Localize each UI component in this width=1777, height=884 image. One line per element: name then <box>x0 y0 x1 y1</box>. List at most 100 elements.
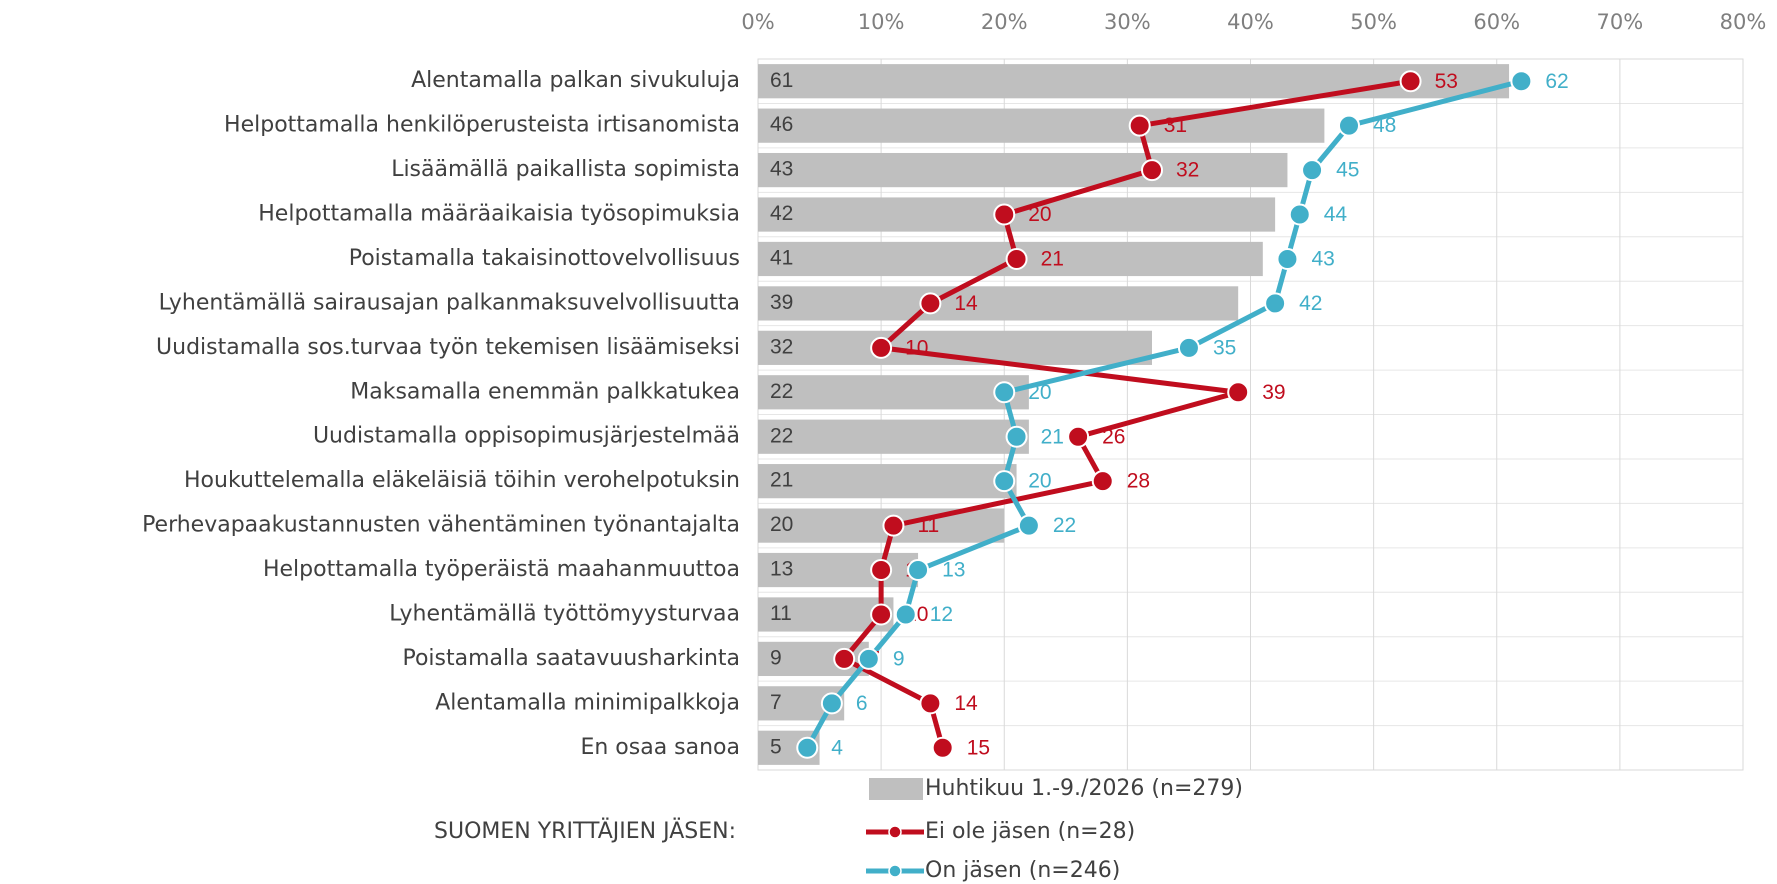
legend-swatch <box>888 864 902 878</box>
marker <box>993 470 1016 493</box>
marker <box>1067 425 1090 448</box>
marker <box>870 336 893 359</box>
bar <box>758 64 1510 99</box>
line <box>841 78 1411 749</box>
marker <box>857 647 880 670</box>
marker <box>1005 425 1028 448</box>
marker <box>1141 159 1163 182</box>
x-tick-label: 50% <box>1350 10 1397 34</box>
line-value-label: 15 <box>967 736 990 759</box>
line-value-label: 20 <box>1028 470 1051 493</box>
category-label: Lyhentämällä työttömyysturvaa <box>389 601 740 626</box>
marker <box>919 692 942 715</box>
category-label: Uudistamalla oppisopimusjärjestelmää <box>313 424 740 449</box>
line <box>805 78 1522 749</box>
line-value-label: 44 <box>1324 203 1348 226</box>
bar-value-label: 61 <box>770 69 793 92</box>
category-label: Alentamalla minimipalkkoja <box>435 690 740 715</box>
marker <box>993 203 1016 226</box>
line-value-label: 12 <box>930 603 953 626</box>
bar <box>758 508 1005 543</box>
marker <box>1399 70 1422 93</box>
bar-value-label: 22 <box>770 380 793 403</box>
line-value-label: 11 <box>917 514 939 537</box>
x-tick-label: 40% <box>1227 10 1274 34</box>
legend-label: Ei ole jäsen (n=28) <box>925 819 1135 844</box>
line-value-label: 13 <box>942 559 965 582</box>
bar-value-label: 5 <box>770 735 782 758</box>
marker <box>1017 514 1040 537</box>
bar <box>758 419 1029 454</box>
category-label: Poistamalla saatavuusharkinta <box>402 646 740 671</box>
line-value-label: 26 <box>1102 425 1125 448</box>
marker <box>1091 470 1114 493</box>
category-label: En osaa sanoa <box>580 735 740 760</box>
category-label: Helpottamalla työperäistä maahanmuuttoa <box>263 557 740 582</box>
x-tick-label: 70% <box>1597 10 1644 34</box>
line-value-label: 20 <box>1028 381 1051 404</box>
line-value-label: 28 <box>1127 470 1150 493</box>
bar-value-label: 39 <box>770 291 793 314</box>
marker <box>907 559 930 582</box>
line-value-label: 32 <box>1176 159 1199 182</box>
category-label: Uudistamalla sos.turvaa työn tekemisen l… <box>156 335 740 360</box>
bar-value-label: 11 <box>770 602 792 625</box>
bar-value-label: 46 <box>770 113 793 136</box>
line-value-label: 31 <box>1164 114 1187 137</box>
line-value-label: 14 <box>954 292 978 315</box>
line-value-label: 45 <box>1336 159 1359 182</box>
marker <box>1301 159 1324 182</box>
x-tick-label: 10% <box>858 10 905 34</box>
marker <box>1264 292 1287 315</box>
line-value-label: 62 <box>1545 70 1568 93</box>
line-value-label: 35 <box>1213 336 1236 359</box>
bar-value-label: 21 <box>770 469 793 492</box>
legend-label: On jäsen (n=246) <box>925 858 1120 883</box>
x-tick-label: 80% <box>1720 10 1767 34</box>
bar-value-label: 32 <box>770 335 793 358</box>
category-label: Houkuttelemalla eläkeläisiä töihin veroh… <box>184 468 740 493</box>
bar-value-label: 42 <box>770 202 793 225</box>
category-label: Alentamalla palkan sivukuluja <box>411 68 740 93</box>
line-value-label: 4 <box>831 736 843 759</box>
category-label: Lisäämällä paikallista sopimista <box>391 157 740 182</box>
x-tick-label: 20% <box>981 10 1028 34</box>
line-value-label: 21 <box>1041 425 1064 448</box>
line-value-label: 43 <box>1311 248 1334 271</box>
marker <box>870 603 893 626</box>
bar <box>758 464 1017 499</box>
marker <box>870 559 893 582</box>
marker <box>1005 247 1028 270</box>
line-value-label: 20 <box>1028 203 1051 226</box>
line-value-label: 22 <box>1053 514 1076 537</box>
marker <box>820 692 843 715</box>
bar-value-label: 13 <box>770 558 793 581</box>
bar-value-label: 20 <box>770 513 793 536</box>
marker <box>993 381 1016 404</box>
category-label: Maksamalla enemmän palkkatukea <box>350 379 740 404</box>
bar-value-label: 41 <box>770 247 793 270</box>
x-tick-label: 60% <box>1473 10 1520 34</box>
line-value-label: 39 <box>1262 381 1285 404</box>
legend-title: SUOMEN YRITTÄJIEN JÄSEN: <box>434 818 736 844</box>
line-value-label: 21 <box>1041 248 1064 271</box>
bar <box>758 375 1029 410</box>
bar <box>758 330 1152 365</box>
line-value-label: 14 <box>954 692 978 715</box>
category-label: Helpottamalla henkilöperusteista irtisan… <box>224 113 740 138</box>
x-tick-label: 0% <box>741 10 774 34</box>
marker <box>1177 336 1200 359</box>
bar <box>758 197 1276 232</box>
x-tick-label: 30% <box>1104 10 1151 34</box>
bar-value-label: 7 <box>770 691 782 714</box>
line-value-label: 9 <box>893 647 905 670</box>
marker <box>1288 203 1311 226</box>
bar <box>758 286 1239 321</box>
bar-value-label: 9 <box>770 646 782 669</box>
line-value-label: 48 <box>1373 114 1396 137</box>
legend-label: Huhtikuu 1.-9./2026 (n=279) <box>925 776 1243 801</box>
marker <box>894 603 917 626</box>
marker <box>796 736 819 759</box>
marker <box>882 514 905 537</box>
